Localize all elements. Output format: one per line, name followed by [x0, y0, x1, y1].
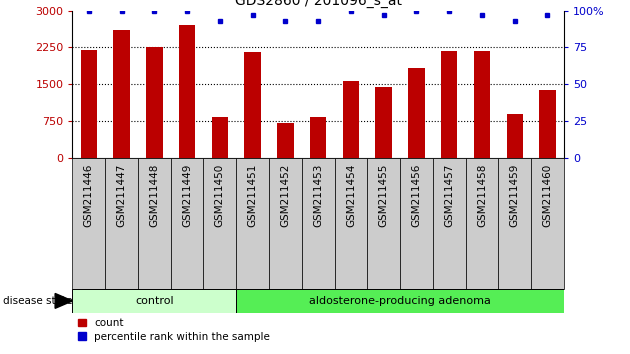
Bar [375, 87, 392, 158]
Bar [277, 123, 294, 158]
Text: GSM211459: GSM211459 [510, 164, 520, 228]
Text: GSM211455: GSM211455 [379, 164, 389, 228]
Bar [138, 158, 171, 289]
Bar [236, 158, 269, 289]
Bar [81, 50, 97, 158]
Bar [343, 81, 359, 158]
Bar [498, 158, 531, 289]
Text: GSM211452: GSM211452 [280, 164, 290, 228]
Bar [335, 158, 367, 289]
Bar [302, 158, 335, 289]
Bar [400, 158, 433, 289]
Legend: count, percentile rank within the sample: count, percentile rank within the sample [77, 319, 270, 342]
Bar [310, 117, 326, 158]
Bar [531, 158, 564, 289]
Bar [171, 158, 203, 289]
Text: GSM211454: GSM211454 [346, 164, 356, 228]
Bar [113, 30, 130, 158]
Bar [269, 158, 302, 289]
Bar [433, 158, 466, 289]
Bar [105, 158, 138, 289]
Bar [203, 158, 236, 289]
Bar [212, 118, 228, 158]
Text: GSM211453: GSM211453 [313, 164, 323, 228]
Text: GSM211457: GSM211457 [444, 164, 454, 228]
Title: GDS2860 / 201096_s_at: GDS2860 / 201096_s_at [234, 0, 402, 8]
Bar [146, 47, 163, 158]
Text: GSM211460: GSM211460 [542, 164, 553, 227]
Text: GSM211446: GSM211446 [84, 164, 94, 228]
Bar [441, 51, 457, 158]
Bar [179, 25, 195, 158]
Bar [244, 52, 261, 158]
Bar [72, 289, 236, 313]
Bar [539, 90, 556, 158]
Text: GSM211447: GSM211447 [117, 164, 127, 228]
Text: GSM211449: GSM211449 [182, 164, 192, 228]
Bar [236, 289, 564, 313]
Bar [474, 51, 490, 158]
Bar [466, 158, 498, 289]
Text: GSM211456: GSM211456 [411, 164, 421, 228]
Text: GSM211458: GSM211458 [477, 164, 487, 228]
Text: aldosterone-producing adenoma: aldosterone-producing adenoma [309, 296, 491, 306]
Text: disease state: disease state [3, 296, 72, 306]
Polygon shape [55, 293, 72, 308]
Bar [367, 158, 400, 289]
Bar [72, 158, 105, 289]
Bar [408, 68, 425, 158]
Text: control: control [135, 296, 174, 306]
Text: GSM211450: GSM211450 [215, 164, 225, 227]
Text: GSM211451: GSM211451 [248, 164, 258, 228]
Bar [507, 114, 523, 158]
Text: GSM211448: GSM211448 [149, 164, 159, 228]
